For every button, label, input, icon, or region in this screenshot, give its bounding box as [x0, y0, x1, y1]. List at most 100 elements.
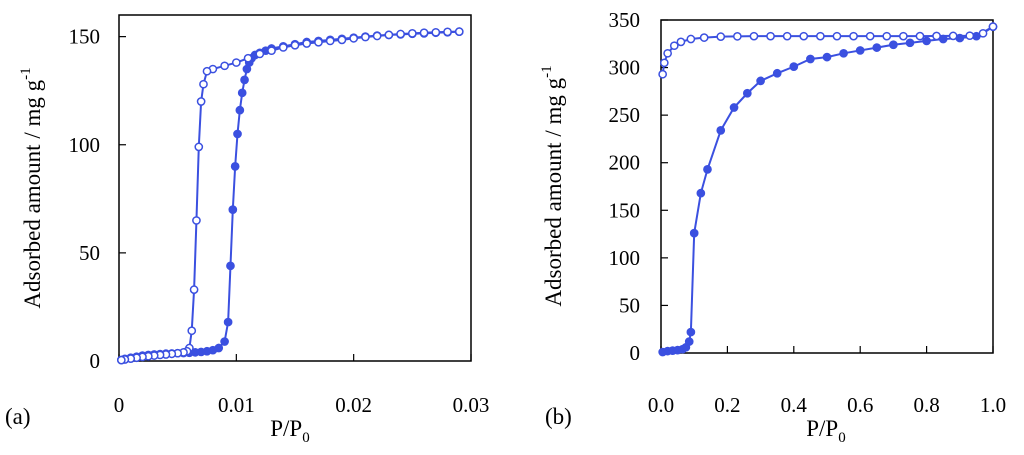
panel-a-desorption-point: [384, 30, 394, 40]
panel-a-desorption-point: [396, 29, 405, 39]
panel-b-adsorption-point: [686, 327, 696, 337]
panel-a-adsorption-point: [226, 261, 235, 271]
panel-a-desorption-point: [202, 66, 212, 76]
panel-b-desorption-point: [658, 69, 668, 79]
panel-b-adsorption-line: [662, 25, 994, 354]
panel-a-desorption-point: [187, 326, 197, 336]
panel-a-xtick-label: 0.02: [335, 393, 372, 417]
panel-b-desorption-point: [733, 32, 742, 41]
panel-b-adsorption-point: [855, 46, 865, 55]
panel-a-desorption-point: [325, 36, 335, 46]
panel-b-adsorption-point: [806, 54, 815, 64]
panel-b-desorption-point: [849, 31, 858, 41]
panel-b-desorption-point: [686, 34, 696, 44]
panel-b-adsorption-point: [684, 337, 694, 346]
panel-b-desorption-point: [659, 58, 669, 68]
panel-a-desorption-point: [431, 27, 441, 37]
panel-a-desorption-point: [314, 37, 323, 47]
panel-b-ytick-label: 250: [609, 103, 641, 127]
panel-b-adsorption-point: [789, 62, 799, 71]
panel-b-desorption-point: [932, 31, 941, 41]
panel-a-ytick-label: 0: [90, 349, 101, 373]
panel-b-adsorption-point: [742, 88, 752, 98]
panel-b-desorption-line: [661, 25, 994, 75]
panel-a-desorption-point: [290, 40, 300, 50]
panel-b-frame: [660, 19, 994, 354]
panel-a-adsorption-point: [220, 337, 229, 346]
panel-a-desorption-point: [372, 31, 382, 41]
panel-b-desorption-point: [669, 41, 679, 51]
panel-b-adsorption-point: [905, 38, 915, 48]
panel-a-xtick-label: 0.01: [218, 393, 255, 417]
panel-a-ytick-label: 100: [69, 133, 101, 157]
panel-b-xtick-label: 0.4: [781, 393, 808, 417]
panel-a-xlabel: P/P0: [270, 416, 309, 446]
panel-a-desorption-point: [199, 79, 208, 89]
panel-b-ylabel: Adsorbed amount / mg g-1: [539, 65, 566, 306]
panel-b-desorption-point: [978, 28, 988, 38]
panel-a-adsorption-point: [235, 105, 245, 115]
panel-b-desorption-point: [816, 31, 825, 41]
panel-a-xtick-label: 0: [114, 393, 125, 417]
panel-a-desorption-line: [121, 30, 460, 362]
panel-a-desorption-point: [189, 285, 199, 294]
panel-b-adsorption-point: [703, 165, 712, 174]
panel-b-xtick-label: 1.0: [980, 393, 1006, 417]
panel-a-desorption-point: [194, 142, 204, 152]
panel-b-desorption-point: [899, 31, 908, 41]
panel-a-desorption-point: [349, 34, 359, 43]
panel-b-ytick-label: 100: [609, 246, 641, 270]
panel-b-desorption-point: [676, 37, 686, 47]
panel-a-desorption-point: [117, 355, 126, 365]
panel-b-desorption-point: [948, 31, 958, 41]
panel-b-desorption-point: [988, 22, 998, 32]
panel-b-desorption-point: [699, 33, 709, 42]
panel-a-desorption-point: [220, 61, 229, 71]
panel-a-adsorption-line: [121, 30, 460, 361]
panel-a-desorption-point: [192, 216, 201, 225]
panel-a-xtick-label: 0.03: [453, 393, 490, 417]
panel-b-xtick-label: 0.2: [714, 393, 740, 417]
panel-a-desorption-point: [454, 27, 464, 36]
panel-b-desorption-point: [799, 31, 809, 41]
panel-b-adsorption-point: [756, 76, 765, 86]
panel-b-ytick-label: 0: [630, 341, 641, 365]
panel-b-desorption-point: [832, 31, 842, 41]
panel-b-xtick-label: 0.8: [913, 393, 939, 417]
panel-a-adsorption-point: [237, 88, 247, 98]
panel-a-desorption-point: [407, 29, 417, 38]
panel-b-desorption-point: [865, 31, 875, 41]
panel-b-desorption-point: [965, 31, 975, 41]
panel-a-desorption-point: [267, 46, 276, 56]
panel-b-adsorption-point: [822, 52, 832, 62]
panel-b-ytick-label: 200: [609, 151, 641, 175]
panel-a-desorption-point: [337, 35, 347, 45]
panel-b-desorption-point: [749, 31, 759, 41]
panel-a-desorption-point: [243, 53, 253, 63]
panel-b-adsorption-point: [889, 40, 898, 50]
panel-b-ytick-label: 350: [609, 8, 641, 32]
panel-b-adsorption-point: [729, 103, 739, 112]
panel-a-adsorption-point: [230, 162, 240, 171]
panel-b-xtick-label: 0.6: [847, 393, 873, 417]
panel-b-adsorption-point: [872, 43, 882, 52]
panel-a-desorption-point: [419, 28, 429, 38]
panel-a-adsorption-point: [223, 317, 233, 327]
panel-a-desorption-point: [302, 39, 312, 48]
panel-a-adsorption-point: [228, 205, 238, 214]
panel-b: 0 50 100 150 200 250 300 350 0.0 0.2 0.4 0.6 0.8 1.0…: [539, 8, 1006, 446]
panel-b-adsorption-point: [716, 126, 726, 135]
panel-b-adsorption-point: [922, 36, 931, 46]
panel-b-ytick-label: 300: [609, 56, 641, 80]
panel-a: 0 50 100 150 0 0.01 0.02 0.03 Adsorbed amount …: [5, 14, 490, 446]
panel-b-adsorption-point: [839, 48, 848, 58]
panel-b-desorption-point: [782, 31, 792, 41]
panel-a-ylabel: Adsorbed amount / mg g-1: [18, 67, 45, 308]
panel-b-adsorption-point: [696, 188, 706, 198]
panel-a-adsorption-point: [240, 75, 249, 85]
panel-b-ytick-label: 50: [619, 293, 640, 317]
panel-a-ytick-label: 50: [79, 241, 100, 265]
panel-b-desorption-point: [915, 31, 925, 41]
panel-b-adsorption-point: [689, 228, 699, 238]
